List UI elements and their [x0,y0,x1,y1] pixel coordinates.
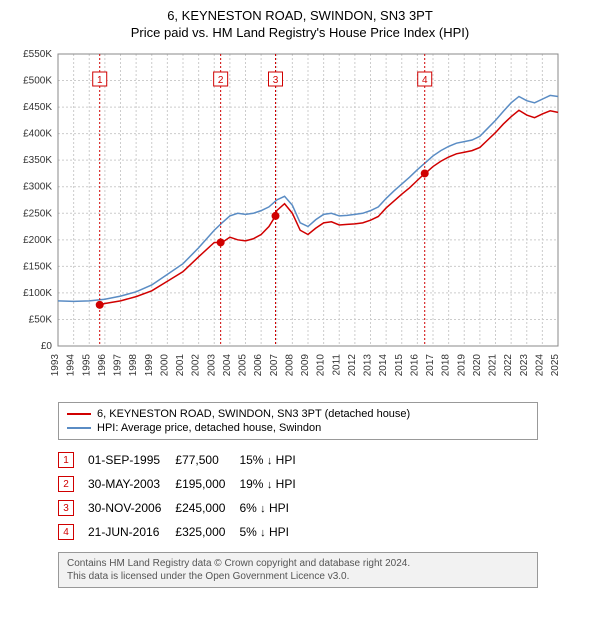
x-tick-label: 2025 [550,354,561,377]
x-tick-label: 2017 [425,354,436,377]
legend: 6, KEYNESTON ROAD, SWINDON, SN3 3PT (det… [58,402,538,440]
price-chart: £0 £50K £100K £150K £200K £250K £300K £350K £400… [8,46,568,396]
x-tick-label: 2020 [472,354,483,377]
sale-hpi-delta: 6% ↓ HPI [239,496,309,520]
x-tick-label: 2024 [534,354,545,377]
sale-num-cell: 2 [58,472,88,496]
y-tick-label: £150K [23,261,52,272]
sale-marker-number: 1 [97,75,103,86]
sale-price: £245,000 [175,496,239,520]
chart-container: £0 £50K £100K £150K £200K £250K £300K £350K £400… [8,46,592,396]
x-tick-label: 2009 [300,354,311,377]
sales-row: 1 01-SEP-1995£77,50015% ↓ HPI [58,448,310,472]
footer-attribution: Contains HM Land Registry data © Crown c… [58,552,538,588]
y-tick-label: £500K [23,76,52,87]
x-tick-label: 2014 [378,354,389,377]
x-tick-label: 1994 [66,354,77,377]
y-tick-label: £0 [41,341,53,352]
x-tick-label: 2002 [191,354,202,377]
x-tick-label: 2008 [284,354,295,377]
x-tick-label: 2023 [519,354,530,377]
sales-row: 2 30-MAY-2003£195,00019% ↓ HPI [58,472,310,496]
sale-marker-number: 3 [273,75,279,86]
sale-price: £77,500 [175,448,239,472]
sale-num-cell: 4 [58,520,88,544]
sale-price: £195,000 [175,472,239,496]
sales-row: 4 21-JUN-2016£325,0005% ↓ HPI [58,520,310,544]
x-tick-label: 1998 [128,354,139,377]
y-tick-label: £400K [23,129,52,140]
sale-marker-dot [272,212,280,220]
x-tick-label: 2007 [269,354,280,377]
sale-date: 30-NOV-2006 [88,496,175,520]
x-tick-label: 2001 [175,354,186,377]
sale-price: £325,000 [175,520,239,544]
legend-item: 6, KEYNESTON ROAD, SWINDON, SN3 3PT (det… [67,407,529,421]
legend-label: 6, KEYNESTON ROAD, SWINDON, SN3 3PT (det… [97,408,410,420]
x-tick-label: 2019 [456,354,467,377]
sale-hpi-delta: 19% ↓ HPI [239,472,309,496]
sale-date: 21-JUN-2016 [88,520,175,544]
x-tick-label: 2013 [363,354,374,377]
y-tick-label: £450K [23,102,52,113]
sale-marker-dot [96,301,104,309]
footer-line-1: Contains HM Land Registry data © Crown c… [67,557,529,570]
legend-swatch [67,413,91,415]
x-tick-label: 2004 [222,354,233,377]
y-tick-label: £50K [29,314,53,325]
chart-title-block: 6, KEYNESTON ROAD, SWINDON, SN3 3PT Pric… [8,8,592,40]
arrow-down-icon: ↓ [260,503,266,515]
sale-date: 01-SEP-1995 [88,448,175,472]
y-tick-label: £350K [23,155,52,166]
sale-num-box: 4 [58,524,74,540]
sales-row: 3 30-NOV-2006£245,0006% ↓ HPI [58,496,310,520]
x-tick-label: 2022 [503,354,514,377]
x-tick-label: 1996 [97,354,108,377]
legend-item: HPI: Average price, detached house, Swin… [67,421,529,435]
sales-table: 1 01-SEP-1995£77,50015% ↓ HPI 2 30-MAY-2003… [58,448,310,544]
x-tick-label: 2000 [159,354,170,377]
arrow-down-icon: ↓ [260,527,266,539]
sale-hpi-delta: 15% ↓ HPI [239,448,309,472]
x-tick-label: 1997 [113,354,124,377]
x-tick-label: 1993 [50,354,61,377]
arrow-down-icon: ↓ [267,455,273,467]
arrow-down-icon: ↓ [267,479,273,491]
title-line-2: Price paid vs. HM Land Registry's House … [8,25,592,40]
y-tick-label: £200K [23,235,52,246]
x-tick-label: 2021 [488,354,499,377]
x-tick-label: 1995 [81,354,92,377]
sale-num-box: 3 [58,500,74,516]
x-tick-label: 2006 [253,354,264,377]
y-tick-label: £550K [23,49,52,60]
x-tick-label: 2018 [441,354,452,377]
sale-date: 30-MAY-2003 [88,472,175,496]
y-tick-label: £300K [23,182,52,193]
sale-num-cell: 3 [58,496,88,520]
sale-marker-number: 2 [218,75,224,86]
y-tick-label: £250K [23,208,52,219]
x-tick-label: 2012 [347,354,358,377]
sale-num-cell: 1 [58,448,88,472]
legend-swatch [67,427,91,429]
title-line-1: 6, KEYNESTON ROAD, SWINDON, SN3 3PT [8,8,592,23]
series-price-paid [100,110,558,305]
x-tick-label: 2011 [331,354,342,376]
legend-label: HPI: Average price, detached house, Swin… [97,422,321,434]
x-tick-label: 2003 [206,354,217,377]
x-tick-label: 2010 [316,354,327,377]
x-tick-label: 2005 [238,354,249,377]
sale-hpi-delta: 5% ↓ HPI [239,520,309,544]
sale-marker-number: 4 [422,75,428,86]
footer-line-2: This data is licensed under the Open Gov… [67,570,529,583]
x-tick-label: 2016 [409,354,420,377]
sale-num-box: 1 [58,452,74,468]
sale-marker-dot [217,238,225,246]
x-tick-label: 2015 [394,354,405,377]
x-tick-label: 1999 [144,354,155,377]
sale-marker-dot [421,169,429,177]
sale-num-box: 2 [58,476,74,492]
y-tick-label: £100K [23,288,52,299]
